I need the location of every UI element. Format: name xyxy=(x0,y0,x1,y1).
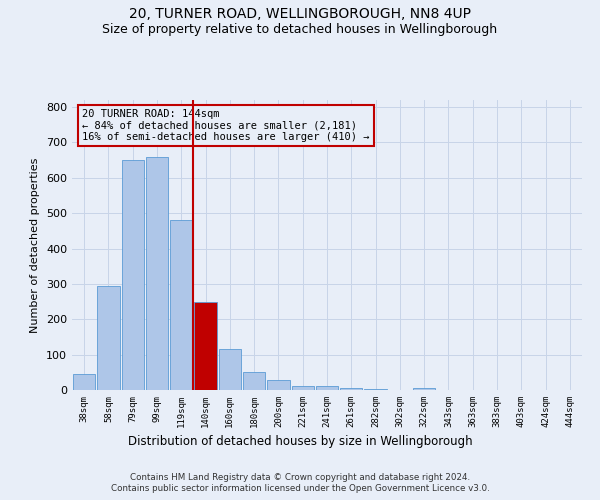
Bar xyxy=(413,388,436,390)
Bar xyxy=(316,386,338,390)
Bar xyxy=(73,374,95,390)
Text: Contains HM Land Registry data © Crown copyright and database right 2024.: Contains HM Land Registry data © Crown c… xyxy=(130,472,470,482)
Bar xyxy=(97,286,119,390)
Bar xyxy=(218,350,241,390)
Bar xyxy=(170,220,193,390)
Text: Size of property relative to detached houses in Wellingborough: Size of property relative to detached ho… xyxy=(103,22,497,36)
Bar xyxy=(122,160,144,390)
Text: 20, TURNER ROAD, WELLINGBOROUGH, NN8 4UP: 20, TURNER ROAD, WELLINGBOROUGH, NN8 4UP xyxy=(129,8,471,22)
Bar xyxy=(292,386,314,390)
Bar xyxy=(194,302,217,390)
Bar xyxy=(340,388,362,390)
Y-axis label: Number of detached properties: Number of detached properties xyxy=(31,158,40,332)
Text: Distribution of detached houses by size in Wellingborough: Distribution of detached houses by size … xyxy=(128,435,472,448)
Text: Contains public sector information licensed under the Open Government Licence v3: Contains public sector information licen… xyxy=(110,484,490,493)
Text: 20 TURNER ROAD: 144sqm
← 84% of detached houses are smaller (2,181)
16% of semi-: 20 TURNER ROAD: 144sqm ← 84% of detached… xyxy=(82,108,370,142)
Bar xyxy=(146,156,168,390)
Bar xyxy=(243,372,265,390)
Bar xyxy=(267,380,290,390)
